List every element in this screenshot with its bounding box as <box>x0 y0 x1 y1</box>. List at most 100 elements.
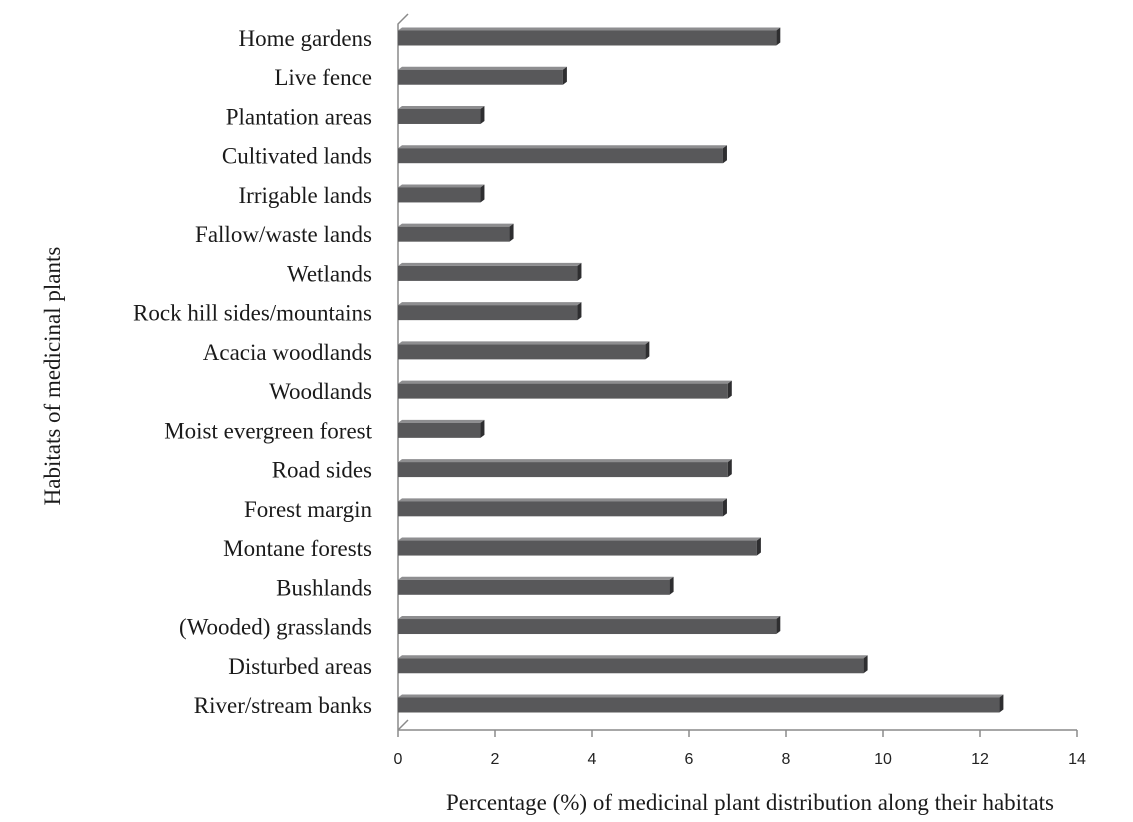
category-labels: Home gardens Live fence Plantation areas Cu… <box>133 26 373 718</box>
bar-side-face <box>776 27 781 46</box>
bar-top-face <box>398 655 868 659</box>
bar-top-face <box>398 576 674 580</box>
bar-top-face <box>398 498 727 502</box>
bar-side-face <box>480 419 485 438</box>
category-label: Home gardens <box>239 26 373 51</box>
bar-top-face <box>398 66 567 70</box>
x-tick-label: 8 <box>782 751 791 768</box>
x-tick-label: 10 <box>874 751 892 768</box>
bar-side-face <box>577 262 582 281</box>
category-label: Plantation areas <box>226 104 372 129</box>
bar-front-face <box>398 462 728 478</box>
bar-side-face <box>756 537 761 556</box>
x-tick-label: 4 <box>588 751 597 768</box>
bar <box>398 419 485 438</box>
bar-top-face <box>398 419 485 423</box>
bar-side-face <box>509 223 514 242</box>
bar-front-face <box>398 579 670 595</box>
category-label: Woodlands <box>269 379 372 404</box>
bar-top-face <box>398 694 1004 698</box>
bar <box>398 576 674 595</box>
x-axis-title: Percentage (%) of medicinal plant distri… <box>446 790 1054 815</box>
bar <box>398 66 567 85</box>
bar-front-face <box>398 383 728 399</box>
bar-front-face <box>398 619 777 635</box>
bar-front-face <box>398 344 646 360</box>
bar <box>398 655 868 674</box>
bar-side-face <box>577 302 582 321</box>
category-label: Fallow/waste lands <box>195 222 372 247</box>
bar-front-face <box>398 305 578 321</box>
x-tick-label: 6 <box>685 751 694 768</box>
floor-edge <box>397 719 409 731</box>
category-label: Rock hill sides/mountains <box>133 301 372 326</box>
y-axis-title: Habitats of medicinal plants <box>40 247 65 506</box>
bar-top-face <box>398 262 582 266</box>
bar-front-face <box>398 658 864 674</box>
category-label: Forest margin <box>244 497 372 522</box>
bar <box>398 459 732 478</box>
bar <box>398 380 732 399</box>
bar-top-face <box>398 616 781 620</box>
bar-side-face <box>722 498 727 517</box>
category-label: (Wooded) grasslands <box>179 615 372 640</box>
bar <box>398 341 650 360</box>
bar <box>398 223 514 242</box>
bar <box>398 145 727 164</box>
category-label: Bushlands <box>276 575 372 600</box>
category-label: Cultivated lands <box>222 144 372 169</box>
bar-side-face <box>776 616 781 635</box>
bar-side-face <box>480 105 485 124</box>
bar <box>398 616 781 635</box>
bar-front-face <box>398 226 510 242</box>
bar <box>398 184 485 203</box>
bar-front-face <box>398 30 777 46</box>
bar <box>398 262 582 281</box>
bar <box>398 302 582 321</box>
bar-front-face <box>398 265 578 281</box>
bar-top-face <box>398 145 727 149</box>
bar-top-face <box>398 459 732 463</box>
x-tick-labels: 0 2 4 6 8 10 12 14 <box>394 751 1086 768</box>
x-tick-label: 12 <box>971 751 989 768</box>
bar <box>398 27 781 46</box>
category-label: Road sides <box>272 458 372 483</box>
bar-front-face <box>398 540 757 556</box>
x-tick-label: 2 <box>491 751 500 768</box>
category-label: Disturbed areas <box>228 654 372 679</box>
bar-side-face <box>645 341 650 360</box>
category-label: Irrigable lands <box>239 183 373 208</box>
bar-front-face <box>398 422 481 438</box>
x-tick-label: 14 <box>1068 751 1086 768</box>
bar-top-face <box>398 302 582 306</box>
bar-side-face <box>863 655 868 674</box>
bar-top-face <box>398 27 781 31</box>
bar-side-face <box>727 380 732 399</box>
bar-front-face <box>398 501 723 517</box>
x-tick-label: 0 <box>394 751 403 768</box>
bar-top-face <box>398 537 761 541</box>
category-label: Montane forests <box>223 536 372 561</box>
bar-top-face <box>398 184 485 188</box>
bar-side-face <box>999 694 1004 713</box>
bar-top-face <box>398 105 485 109</box>
bar <box>398 105 485 124</box>
category-label: Acacia woodlands <box>203 340 372 365</box>
bar-front-face <box>398 697 1000 713</box>
bar-front-face <box>398 108 481 124</box>
bar-side-face <box>562 66 567 85</box>
category-label: Moist evergreen forest <box>164 418 372 443</box>
bar-side-face <box>722 145 727 164</box>
bar-front-face <box>398 69 563 85</box>
bars <box>398 27 1004 713</box>
bar <box>398 498 727 517</box>
category-label: Wetlands <box>287 261 372 286</box>
bar-side-face <box>669 576 674 595</box>
category-label: River/stream banks <box>194 693 372 718</box>
bar-side-face <box>480 184 485 203</box>
bar-top-face <box>398 223 514 227</box>
category-label: Live fence <box>274 65 372 90</box>
bar <box>398 694 1004 713</box>
